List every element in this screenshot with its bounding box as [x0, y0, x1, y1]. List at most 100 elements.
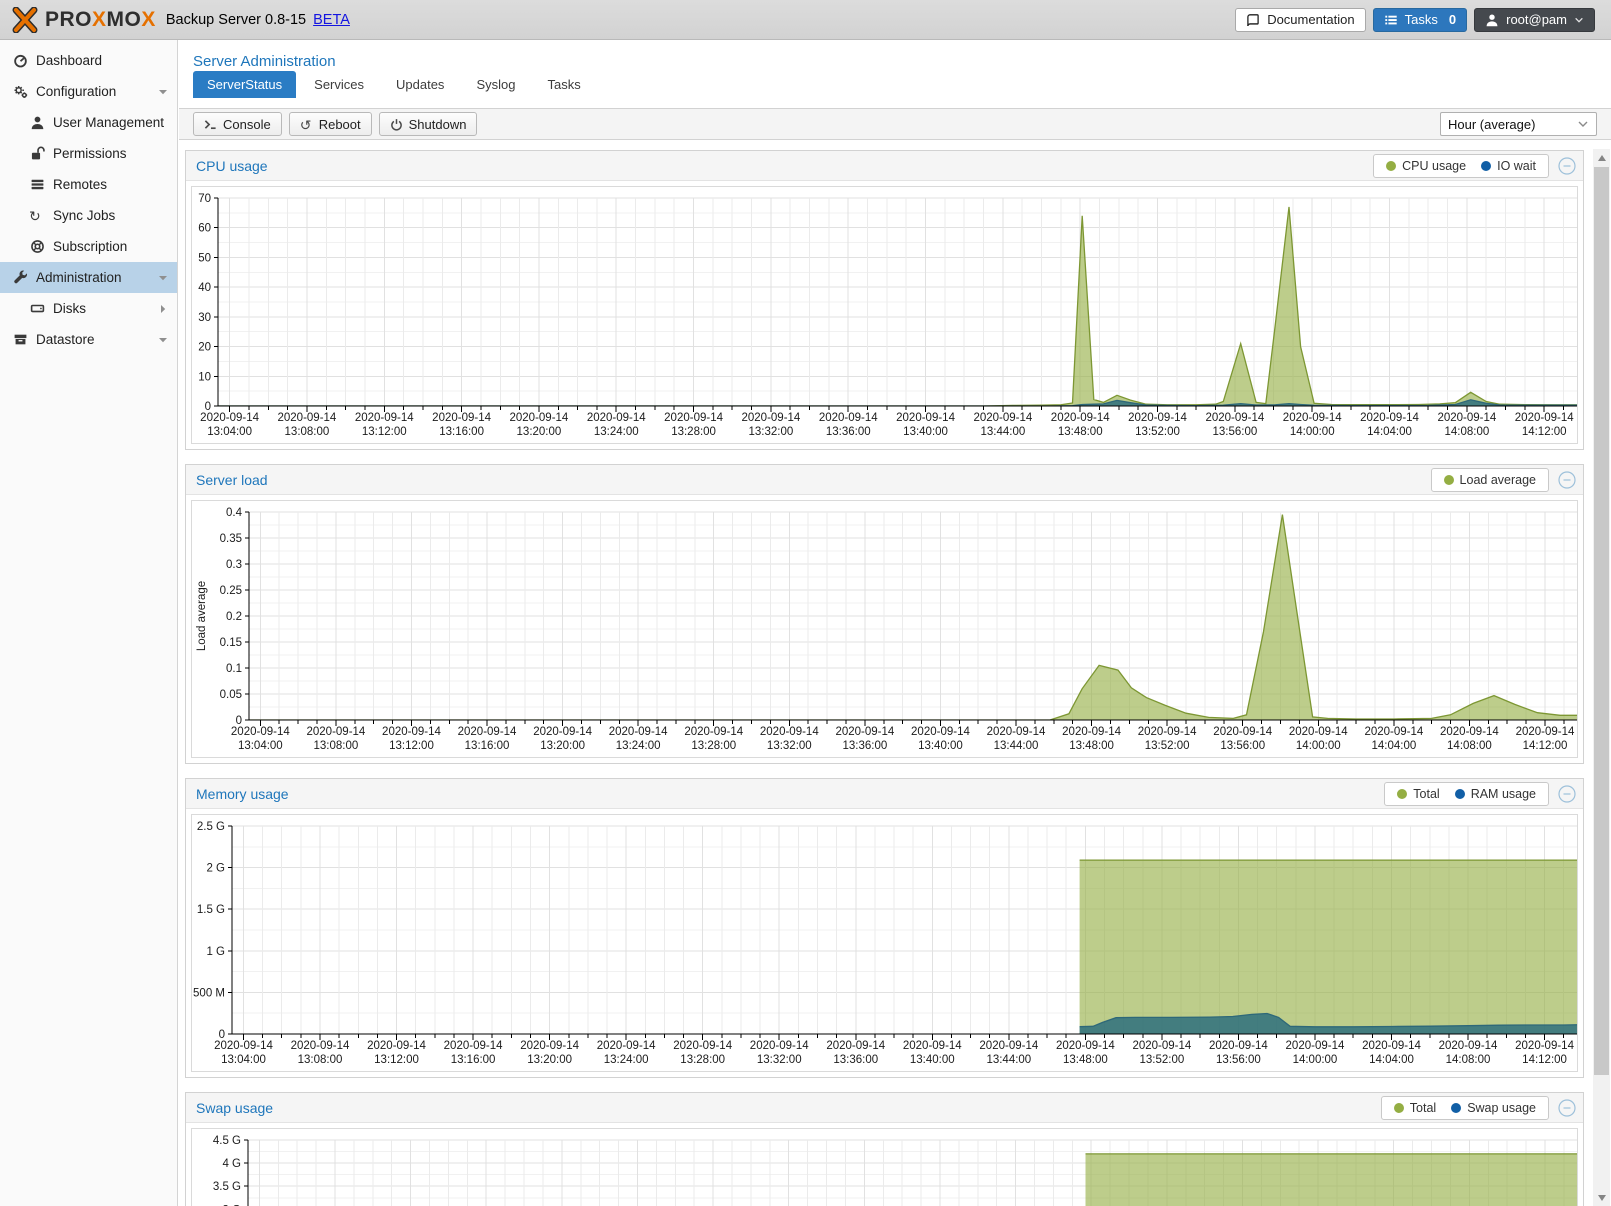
sidebar-item-label: Subscription	[53, 239, 128, 254]
sidebar-item-remotes[interactable]: Remotes	[0, 169, 177, 200]
panel-memory-usage: Memory usage Total RAM usage 0 500 M 1 G 1.5…	[185, 778, 1584, 1078]
legend-item-total[interactable]: Total	[1393, 1101, 1436, 1115]
svg-text:2020-09-14: 2020-09-14	[200, 412, 259, 424]
svg-text:2020-09-14: 2020-09-14	[835, 726, 894, 738]
sidebar-item-label: Configuration	[36, 84, 117, 99]
svg-text:14:12:00: 14:12:00	[1523, 740, 1568, 752]
legend-item-cpu-usage[interactable]: CPU usage	[1386, 159, 1466, 173]
svg-text:2.5 G: 2.5 G	[197, 821, 225, 833]
svg-text:30: 30	[198, 312, 211, 324]
svg-text:2020-09-14: 2020-09-14	[587, 412, 646, 424]
sidebar-item-disks[interactable]: Disks	[0, 293, 177, 324]
collapse-panel-button[interactable]	[1558, 470, 1576, 489]
chart-legend: CPU usage IO wait	[1373, 153, 1549, 178]
collapse-panel-button[interactable]	[1558, 1098, 1576, 1117]
svg-text:14:04:00: 14:04:00	[1367, 426, 1412, 438]
svg-text:2020-09-14: 2020-09-14	[684, 726, 743, 738]
svg-text:2020-09-14: 2020-09-14	[306, 726, 365, 738]
svg-text:2020-09-14: 2020-09-14	[520, 1040, 579, 1052]
svg-text:0.3: 0.3	[226, 559, 242, 571]
svg-text:13:08:00: 13:08:00	[285, 426, 330, 438]
sidebar-item-label: Administration	[36, 270, 122, 285]
page-title: Server Administration	[193, 53, 336, 70]
svg-text:13:20:00: 13:20:00	[527, 1054, 572, 1066]
svg-text:13:52:00: 13:52:00	[1140, 1054, 1185, 1066]
svg-text:10: 10	[198, 371, 211, 383]
beta-link[interactable]: BETA	[313, 11, 350, 28]
shutdown-label: Shutdown	[408, 116, 467, 132]
tab-updates[interactable]: Updates	[396, 77, 445, 92]
legend-item-ram-usage[interactable]: RAM usage	[1454, 787, 1536, 801]
svg-text:13:32:00: 13:32:00	[757, 1054, 802, 1066]
svg-text:0: 0	[236, 715, 242, 727]
proxmox-x-icon	[10, 6, 40, 33]
tab-serverstatus[interactable]: ServerStatus	[193, 71, 297, 98]
legend-item-swap-usage[interactable]: Swap usage	[1451, 1101, 1536, 1115]
sidebar-item-permissions[interactable]: Permissions	[0, 138, 177, 169]
svg-text:13:28:00: 13:28:00	[691, 740, 736, 752]
gears-icon	[12, 84, 29, 99]
documentation-button[interactable]: Documentation	[1235, 7, 1366, 32]
time-range-select[interactable]: Hour (average)	[1440, 112, 1597, 136]
svg-text:0: 0	[205, 401, 211, 413]
sidebar-item-dashboard[interactable]: Dashboard	[0, 45, 177, 76]
svg-text:2020-09-14: 2020-09-14	[231, 726, 290, 738]
sidebar-item-label: Remotes	[53, 177, 108, 192]
scroll-down-arrow-icon[interactable]	[1593, 1189, 1610, 1206]
shutdown-button[interactable]: Shutdown	[378, 112, 478, 136]
svg-text:2020-09-14: 2020-09-14	[911, 726, 970, 738]
legend-label: Total	[1413, 786, 1440, 801]
reboot-button[interactable]: ↺ Reboot	[288, 112, 372, 136]
svg-text:0: 0	[219, 1029, 225, 1041]
tab-services[interactable]: Services	[314, 77, 365, 92]
legend-item-io-wait[interactable]: IO wait	[1481, 159, 1536, 173]
svg-text:2020-09-14: 2020-09-14	[1364, 726, 1423, 738]
legend-dot	[1386, 160, 1397, 171]
chart-panels: CPU usage CPU usage IO wait 0 10 20 30 40 50 60…	[179, 140, 1611, 1206]
archive-icon	[12, 332, 29, 347]
vertical-scrollbar[interactable]	[1593, 149, 1610, 1206]
collapse-panel-button[interactable]	[1558, 156, 1576, 175]
panel-header: Memory usage Total RAM usage	[186, 779, 1583, 809]
cpu-usage-chart: 0 10 20 30 40 50 60 70 2020-09-14 13:04:00 2020-09…	[198, 193, 1577, 438]
collapse-panel-button[interactable]	[1558, 784, 1576, 803]
remotes-icon	[29, 177, 46, 192]
svg-text:0.15: 0.15	[220, 637, 242, 649]
svg-text:2020-09-14: 2020-09-14	[1056, 1040, 1115, 1052]
tasks-label: Tasks	[1404, 12, 1438, 27]
svg-text:13:44:00: 13:44:00	[986, 1054, 1031, 1066]
tab-syslog[interactable]: Syslog	[476, 77, 516, 92]
chevron-down-icon	[1577, 118, 1589, 130]
sidebar-item-datastore[interactable]: Datastore	[0, 324, 177, 355]
sidebar-item-administration[interactable]: Administration	[0, 262, 177, 293]
tab-tasks[interactable]: Tasks	[547, 77, 581, 92]
svg-text:2020-09-14: 2020-09-14	[750, 1040, 809, 1052]
sidebar-item-subscription[interactable]: Subscription	[0, 231, 177, 262]
svg-text:4 G: 4 G	[222, 1158, 241, 1170]
user-menu-button[interactable]: root@pam	[1474, 7, 1595, 32]
legend-dot	[1454, 788, 1465, 799]
svg-text:14:08:00: 14:08:00	[1446, 1054, 1491, 1066]
console-button[interactable]: Console	[193, 112, 282, 136]
sidebar-item-user-management[interactable]: User Management	[0, 107, 177, 138]
chart-box: 0 0.05 0.1 0.15 0.2 0.25 0.3 0.35 0.4 2020-09-14 1…	[191, 500, 1578, 758]
user-bust-icon	[1485, 13, 1499, 27]
legend-item-load-average[interactable]: Load average	[1443, 473, 1536, 487]
svg-text:2020-09-14: 2020-09-14	[664, 412, 723, 424]
server-load-chart: 0 0.05 0.1 0.15 0.2 0.25 0.3 0.35 0.4 2020-09-14 1…	[196, 507, 1577, 752]
svg-text:13:52:00: 13:52:00	[1145, 740, 1190, 752]
scroll-up-arrow-icon[interactable]	[1593, 149, 1610, 166]
main-content: Server Administration ServerStatus Servic…	[179, 40, 1611, 1206]
legend-item-total[interactable]: Total	[1397, 786, 1440, 801]
svg-text:13:48:00: 13:48:00	[1058, 426, 1103, 438]
svg-text:14:00:00: 14:00:00	[1296, 740, 1341, 752]
scrollbar-thumb[interactable]	[1594, 167, 1609, 1075]
svg-text:13:12:00: 13:12:00	[389, 740, 434, 752]
memory-usage-chart: 0 500 M 1 G 1.5 G 2 G 2.5 G 2020-09-14 13:04:00…	[193, 821, 1577, 1066]
svg-text:2020-09-14: 2020-09-14	[819, 412, 878, 424]
tasks-button[interactable]: Tasks 0	[1372, 7, 1468, 32]
sidebar-item-sync-jobs[interactable]: ↻ Sync Jobs	[0, 200, 177, 231]
sidebar-item-configuration[interactable]: Configuration	[0, 76, 177, 107]
